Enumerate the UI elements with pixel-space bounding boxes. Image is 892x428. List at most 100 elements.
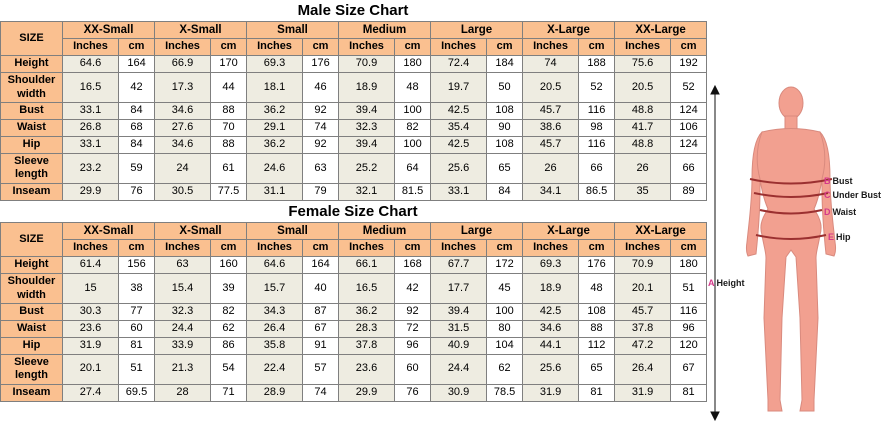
value-inches: 31.5 xyxy=(430,320,488,338)
table-row: Bust 30.3 77 32.3 82 34.3 87 36.2 92 39.4 100 42.5 1… xyxy=(0,303,708,321)
value-inches: 75.6 xyxy=(614,55,672,73)
value-cm: 188 xyxy=(578,55,616,73)
value-cm: 96 xyxy=(394,336,432,355)
row-label: Bust xyxy=(0,102,63,121)
value-inches: 20.5 xyxy=(614,71,672,104)
row-label: Waist xyxy=(0,320,63,338)
value-inches: 31.9 xyxy=(62,336,119,355)
value-cm: 172 xyxy=(486,256,524,274)
size-header-large: Large xyxy=(430,20,524,40)
value-inches: 39.4 xyxy=(338,102,396,121)
value-inches: 16.5 xyxy=(338,272,396,305)
value-cm: 48 xyxy=(394,71,432,104)
hip-label-text: Hip xyxy=(836,232,851,242)
height-arrow-line xyxy=(710,84,720,422)
unit-header-cm: cm xyxy=(394,239,432,257)
value-inches: 17.7 xyxy=(430,272,488,305)
value-cm: 80 xyxy=(486,320,524,338)
value-cm: 89 xyxy=(670,183,708,201)
value-inches: 37.8 xyxy=(338,336,396,355)
value-cm: 67 xyxy=(302,320,340,338)
value-inches: 25.6 xyxy=(430,152,488,185)
value-inches: 35.8 xyxy=(246,336,304,355)
value-inches: 42.5 xyxy=(430,102,488,121)
value-inches: 20.5 xyxy=(522,71,580,104)
value-inches: 24 xyxy=(154,152,212,185)
value-cm: 180 xyxy=(670,256,708,274)
value-cm: 176 xyxy=(578,256,616,274)
value-cm: 160 xyxy=(210,256,248,274)
value-cm: 124 xyxy=(670,135,708,154)
value-cm: 87 xyxy=(302,303,340,321)
row-label: Height xyxy=(0,55,63,73)
male-size-table: SIZE XX-Small X-Small Small Medium Large X-Lar… xyxy=(0,20,708,201)
unit-header-inches: Inches xyxy=(430,38,488,57)
value-inches: 63 xyxy=(154,256,212,274)
value-inches: 48.8 xyxy=(614,135,672,154)
value-inches: 31.1 xyxy=(246,183,304,201)
unit-header-inches: Inches xyxy=(62,239,119,257)
value-inches: 30.3 xyxy=(62,303,119,321)
value-inches: 39.4 xyxy=(430,303,488,321)
bust-line xyxy=(749,178,833,185)
row-label: Hip xyxy=(0,135,63,154)
row-label: Hip xyxy=(0,336,63,355)
female-size-chart: Female Size Chart SIZE XX-Small X-Small Sma… xyxy=(0,201,708,402)
unit-header-cm: cm xyxy=(578,38,616,57)
body-measurement-figure: B Bust C Under Bust D Waist E Hip A Height xyxy=(706,0,892,428)
row-label: Bust xyxy=(0,303,63,321)
value-inches: 28.9 xyxy=(246,384,304,402)
value-cm: 66 xyxy=(578,152,616,185)
table-row: Waist 26.8 68 27.6 70 29.1 74 32.3 82 35.4 90 38.6 9… xyxy=(0,119,708,137)
value-inches: 15.4 xyxy=(154,272,212,305)
table-row: Shoulder width 15 38 15.4 39 15.7 40 16.5 42 17.7… xyxy=(0,272,708,305)
value-inches: 47.2 xyxy=(614,336,672,355)
value-inches: 27.6 xyxy=(154,119,212,137)
waist-label: D Waist xyxy=(824,208,856,217)
row-label: Sleeve length xyxy=(0,152,63,185)
size-header-medium: Medium xyxy=(338,221,432,241)
unit-header-cm: cm xyxy=(670,239,708,257)
value-cm: 50 xyxy=(486,71,524,104)
value-cm: 84 xyxy=(117,102,156,121)
value-cm: 124 xyxy=(670,102,708,121)
value-inches: 64.6 xyxy=(246,256,304,274)
value-cm: 78.5 xyxy=(486,384,524,402)
value-cm: 69.5 xyxy=(117,384,156,402)
value-inches: 61.4 xyxy=(62,256,119,274)
value-cm: 67 xyxy=(670,353,708,385)
value-inches: 25.6 xyxy=(522,353,580,385)
value-inches: 42.5 xyxy=(430,135,488,154)
value-inches: 25.2 xyxy=(338,152,396,185)
value-cm: 46 xyxy=(302,71,340,104)
value-cm: 92 xyxy=(302,135,340,154)
value-cm: 45 xyxy=(486,272,524,305)
value-inches: 66.1 xyxy=(338,256,396,274)
bust-label-key: B xyxy=(824,176,831,186)
value-inches: 34.3 xyxy=(246,303,304,321)
value-inches: 26.8 xyxy=(62,119,119,137)
size-header-xx-large: XX-Large xyxy=(614,221,708,241)
value-cm: 39 xyxy=(210,272,248,305)
value-cm: 74 xyxy=(302,384,340,402)
value-cm: 76 xyxy=(117,183,156,201)
table-row: Height 61.4 156 63 160 64.6 164 66.1 168 67.7 172 6… xyxy=(0,256,708,274)
value-cm: 81 xyxy=(670,384,708,402)
size-column-header: SIZE xyxy=(0,20,63,57)
height-label-text: Height xyxy=(716,278,745,288)
under-bust-line xyxy=(753,192,829,198)
size-header-medium: Medium xyxy=(338,20,432,40)
unit-header-inches: Inches xyxy=(246,38,304,57)
value-cm: 184 xyxy=(486,55,524,73)
value-cm: 77.5 xyxy=(210,183,248,201)
value-cm: 92 xyxy=(394,303,432,321)
value-cm: 84 xyxy=(117,135,156,154)
value-cm: 108 xyxy=(486,135,524,154)
unit-header-cm: cm xyxy=(578,239,616,257)
value-cm: 116 xyxy=(670,303,708,321)
value-inches: 35.4 xyxy=(430,119,488,137)
value-cm: 86.5 xyxy=(578,183,616,201)
value-inches: 26.4 xyxy=(614,353,672,385)
value-cm: 88 xyxy=(210,135,248,154)
value-cm: 168 xyxy=(394,256,432,274)
